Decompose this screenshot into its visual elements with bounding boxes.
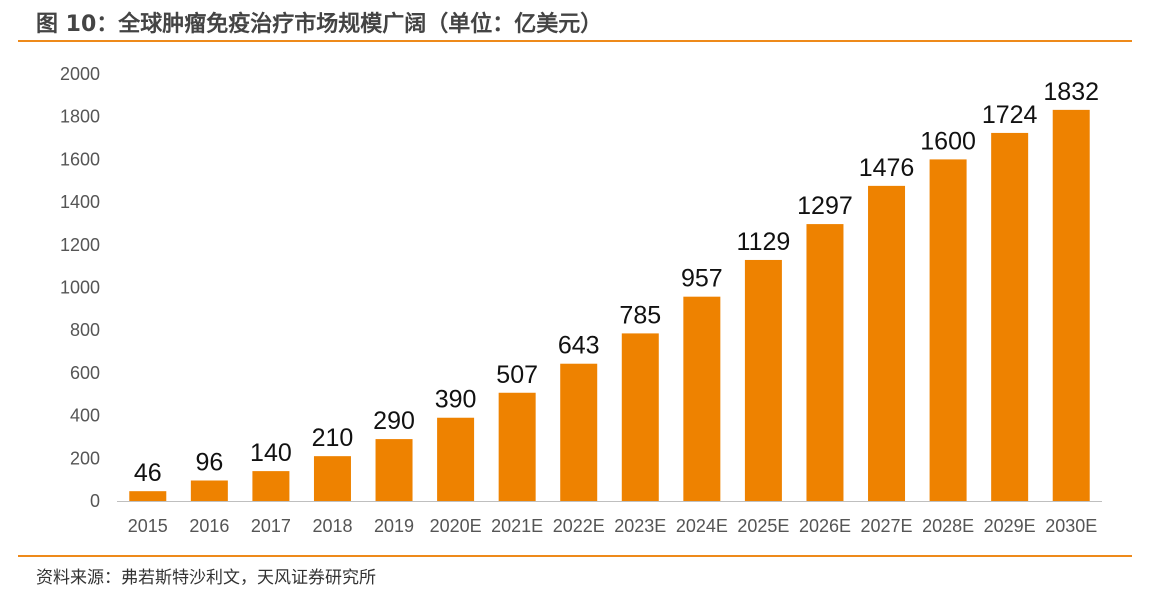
data-label: 1129 [737, 228, 791, 256]
y-tick-label: 1400 [60, 192, 100, 212]
x-tick-label: 2018 [312, 516, 352, 536]
y-tick-label: 800 [70, 320, 100, 340]
y-tick-label: 200 [70, 448, 100, 468]
x-tick-label: 2024E [676, 516, 728, 536]
source-note: 资料来源：弗若斯特沙利文，天风证券研究所 [36, 568, 376, 588]
data-label: 390 [435, 386, 477, 414]
data-label: 1832 [1043, 78, 1099, 106]
bar [190, 480, 228, 501]
data-label: 140 [250, 439, 292, 467]
x-tick-label: 2027E [861, 516, 913, 536]
x-tick-label: 2017 [251, 516, 291, 536]
bar [313, 456, 351, 501]
y-tick-label: 2000 [60, 64, 100, 84]
x-tick-label: 2015 [128, 516, 168, 536]
y-tick-label: 0 [90, 491, 100, 511]
bar [560, 363, 598, 501]
bar [744, 259, 782, 501]
data-label: 1600 [920, 127, 976, 155]
bar [1052, 109, 1090, 502]
x-tick-label: 2028E [922, 516, 974, 536]
data-label: 785 [619, 301, 661, 329]
bar [437, 417, 475, 501]
x-tick-label: 2021E [491, 516, 543, 536]
x-tick-label: 2016 [189, 516, 229, 536]
data-label: 290 [373, 407, 415, 435]
bar [806, 224, 844, 501]
y-tick-label: 400 [70, 406, 100, 426]
y-tick-label: 1000 [60, 278, 100, 298]
data-label: 957 [681, 265, 723, 293]
data-label: 507 [496, 361, 538, 389]
x-tick-label: 2022E [553, 516, 605, 536]
bar [375, 439, 413, 501]
figure-title: 图 10：全球肿瘤免疫治疗市场规模广阔（单位：亿美元） [36, 12, 603, 37]
x-tick-label: 2026E [799, 516, 851, 536]
x-tick-label: 2029E [984, 516, 1036, 536]
bar [991, 132, 1029, 501]
bar [868, 185, 906, 501]
x-tick-label: 2030E [1045, 516, 1097, 536]
y-tick-label: 1800 [60, 107, 100, 127]
x-tick-label: 2019 [374, 516, 414, 536]
y-tick-label: 600 [70, 363, 100, 383]
bar [129, 491, 167, 501]
data-label: 46 [134, 459, 162, 487]
data-label: 643 [558, 332, 600, 360]
data-label: 1724 [982, 101, 1038, 129]
data-label: 1297 [797, 192, 853, 220]
data-label: 96 [195, 449, 223, 477]
data-label: 1476 [859, 154, 915, 182]
bar [252, 471, 290, 501]
bar [621, 333, 659, 501]
x-tick-label: 2023E [614, 516, 666, 536]
source-divider [18, 555, 1132, 557]
bar [683, 296, 721, 501]
bar [498, 392, 536, 501]
x-tick-label: 2020E [430, 516, 482, 536]
y-tick-label: 1600 [60, 149, 100, 169]
bar [929, 159, 967, 501]
y-tick-label: 1200 [60, 235, 100, 255]
title-divider [18, 40, 1132, 42]
x-tick-label: 2025E [737, 516, 789, 536]
data-label: 210 [312, 424, 354, 452]
